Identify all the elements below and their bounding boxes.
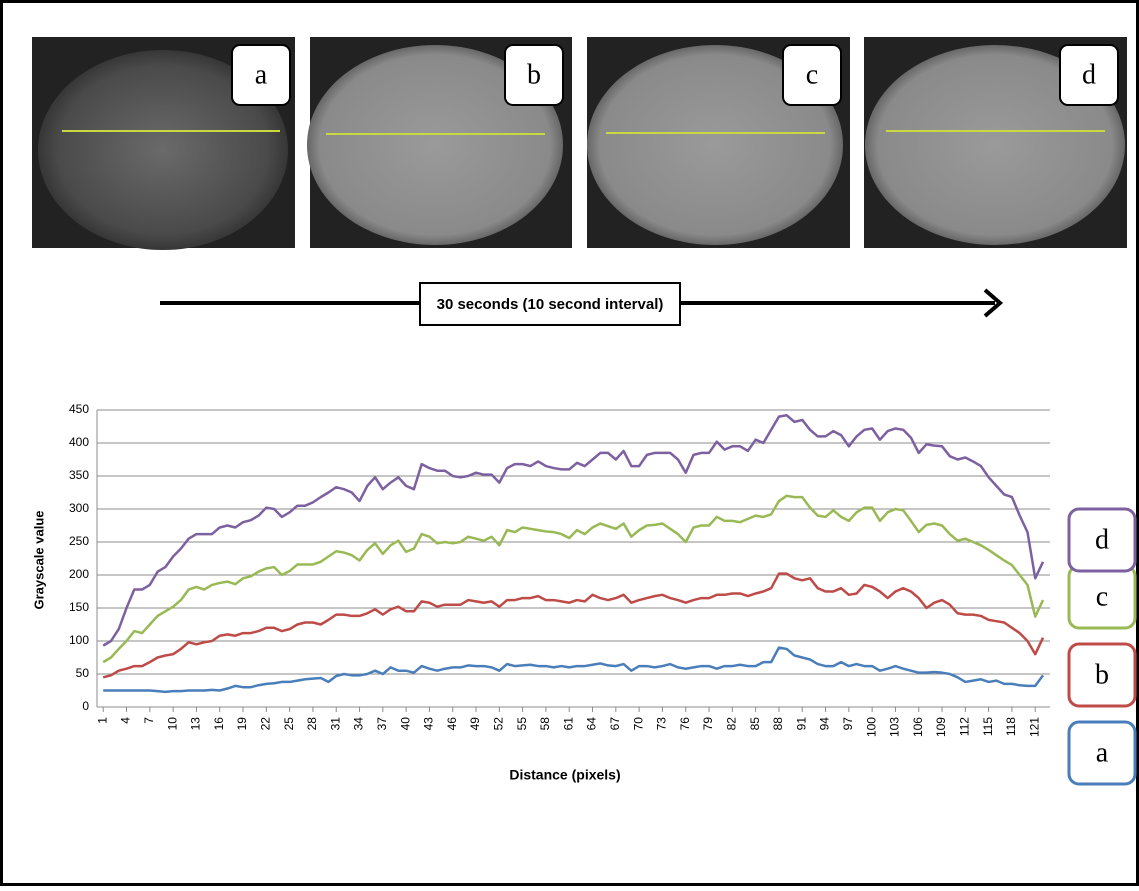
x-tick-label: 61 xyxy=(561,717,575,731)
x-tick-label: 46 xyxy=(445,717,459,731)
image-label: a xyxy=(255,59,268,90)
series-line xyxy=(102,414,1045,647)
x-tick-label: 55 xyxy=(515,717,529,731)
y-tick-label: 200 xyxy=(69,567,89,581)
x-tick-label: 97 xyxy=(841,717,855,731)
legend-swatch xyxy=(1067,507,1137,573)
x-tick-label: 40 xyxy=(398,717,412,731)
x-tick-label: 88 xyxy=(771,717,785,731)
y-axis-title: Grayscale value xyxy=(31,510,46,609)
x-tick-label: 106 xyxy=(911,717,925,737)
x-tick-label: 64 xyxy=(585,717,599,731)
x-tick-label: 94 xyxy=(818,717,832,731)
y-tick-label: 400 xyxy=(69,435,89,449)
legend-swatch xyxy=(1067,720,1137,786)
y-tick-label: 350 xyxy=(69,468,89,482)
x-tick-label: 79 xyxy=(701,717,715,731)
x-tick-label: 112 xyxy=(958,717,972,736)
series-line xyxy=(102,494,1045,664)
x-tick-label: 28 xyxy=(305,717,319,731)
image-label: c xyxy=(806,59,818,90)
x-tick-label: 115 xyxy=(981,717,995,736)
legend: a b cd xyxy=(1067,507,1137,786)
x-tick-label: 70 xyxy=(631,717,645,731)
x-tick-label: 4 xyxy=(119,717,133,724)
legend-swatch xyxy=(1067,642,1137,708)
x-tick-label: 118 xyxy=(1004,717,1018,736)
x-tick-label: 25 xyxy=(282,717,296,731)
x-axis-title: Distance (pixels) xyxy=(509,767,620,783)
y-tick-label: 300 xyxy=(69,501,89,515)
arrow-label: 30 seconds (10 second interval) xyxy=(437,296,664,313)
x-tick-label: 22 xyxy=(258,717,272,731)
y-tick-label: 450 xyxy=(69,402,89,416)
x-tick-label: 91 xyxy=(794,717,808,731)
x-tick-label: 85 xyxy=(748,717,762,731)
legend-label: d xyxy=(1095,524,1109,555)
x-tick-label: 10 xyxy=(165,717,179,731)
x-tick-label: 16 xyxy=(212,717,226,731)
legend-label: b xyxy=(1095,659,1109,690)
x-tick-label: 58 xyxy=(538,717,552,731)
x-tick-label: 34 xyxy=(352,717,366,731)
image-panel: a xyxy=(32,37,295,250)
x-tick-label: 67 xyxy=(608,717,622,731)
legend-label: c xyxy=(1096,581,1108,612)
x-tick-label: 121 xyxy=(1027,717,1041,737)
x-tick-label: 49 xyxy=(468,717,482,731)
x-tick-label: 109 xyxy=(934,717,948,737)
y-tick-label: 50 xyxy=(76,666,90,680)
x-tick-label: 13 xyxy=(189,717,203,731)
legend-label: a xyxy=(1096,737,1109,768)
image-label: d xyxy=(1082,59,1096,90)
y-tick-label: 0 xyxy=(82,699,89,713)
images: a b c d xyxy=(32,37,1127,250)
x-tick-label: 43 xyxy=(422,717,436,731)
x-tick-label: 100 xyxy=(864,717,878,737)
image-panel: d xyxy=(864,37,1127,248)
x-tick-label: 7 xyxy=(142,717,156,724)
y-tick-label: 150 xyxy=(69,600,89,614)
x-tick-label: 76 xyxy=(678,717,692,731)
x-tick-label: 82 xyxy=(725,717,739,731)
image-panel: b xyxy=(307,37,572,248)
x-tick-label: 37 xyxy=(375,717,389,731)
image-panel: c xyxy=(587,37,850,248)
x-tick-label: 1 xyxy=(95,717,109,724)
y-tick-label: 100 xyxy=(69,633,89,647)
x-tick-label: 103 xyxy=(888,717,902,737)
x-tick-label: 19 xyxy=(235,717,249,731)
x-tick-label: 73 xyxy=(655,717,669,731)
y-tick-label: 250 xyxy=(69,534,89,548)
x-tick-label: 52 xyxy=(491,717,505,731)
time-arrow: 30 seconds (10 second interval) xyxy=(160,282,1004,326)
series-line xyxy=(102,572,1045,679)
series-line xyxy=(103,646,1045,694)
image-label: b xyxy=(527,59,541,90)
plot: 0 50 100 150 200 250 300 350 400 450 1 4 7 10 13 16 19 22… xyxy=(69,402,1050,737)
x-tick-label: 31 xyxy=(328,717,342,731)
